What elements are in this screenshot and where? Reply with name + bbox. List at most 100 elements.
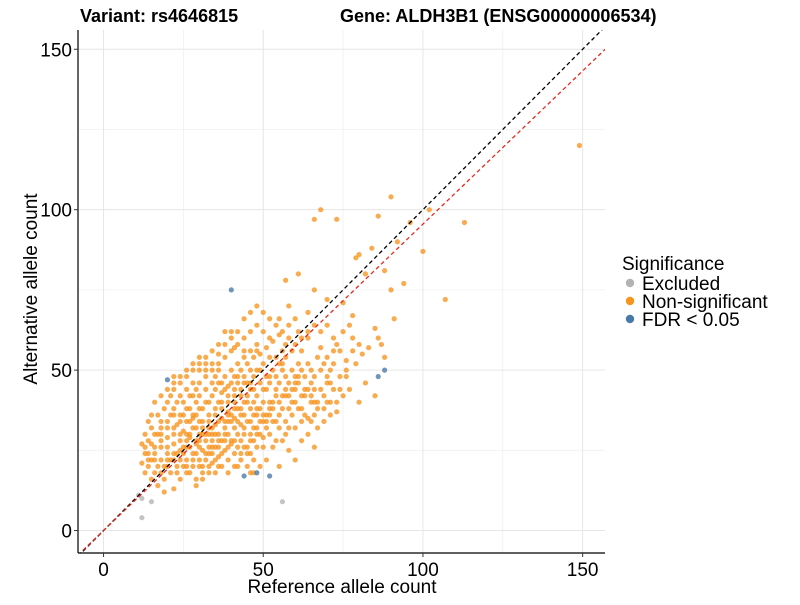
data-point-non-significant [187,431,193,437]
data-point-non-significant [340,393,346,399]
x-axis-title: Reference allele count [247,577,437,598]
data-point-non-significant [308,380,314,386]
data-point-non-significant [142,444,148,450]
y-tick-label: 100 [40,201,72,222]
data-point-excluded [279,499,286,505]
data-point-non-significant [295,380,301,386]
data-point-non-significant [142,431,148,437]
data-point-non-significant [276,332,282,338]
data-point-non-significant [158,393,164,399]
data-point-non-significant [321,393,327,399]
data-point-non-significant [235,341,241,348]
data-point-non-significant [308,418,314,425]
data-point-non-significant [350,312,356,319]
data-point-non-significant [219,463,225,469]
data-point-non-significant [311,399,317,405]
data-point-non-significant [279,406,286,412]
data-point-non-significant [251,457,257,463]
data-point-non-significant [346,322,353,328]
data-point-non-significant [231,386,238,392]
data-point-non-significant [215,438,222,444]
data-point-non-significant [209,460,215,466]
data-point-non-significant [292,425,298,431]
data-point-non-significant [212,386,218,392]
data-point-non-significant [273,322,279,328]
data-point-non-significant [324,380,330,386]
data-point-non-significant [222,418,228,425]
data-point-non-significant [152,399,158,405]
y-tick-label: 0 [61,522,72,543]
data-point-non-significant [155,412,161,418]
data-point-non-significant [286,322,292,328]
data-point-non-significant [212,457,218,463]
data-point-non-significant [247,348,254,354]
data-point-non-significant [251,373,257,380]
data-point-non-significant [267,354,273,360]
data-point-non-significant [263,457,270,463]
data-point-non-significant [222,341,228,348]
data-point-non-significant [180,412,186,418]
data-point-non-significant [222,438,228,444]
data-point-non-significant [324,296,330,303]
data-point-non-significant [321,361,327,367]
data-point-non-significant [302,373,308,380]
data-point-non-significant [148,412,155,418]
data-point-non-significant [180,444,186,450]
data-point-non-significant [177,476,183,482]
data-point-non-significant [171,425,177,431]
data-point-non-significant [314,354,321,360]
data-point-non-significant [145,418,151,425]
data-point-non-significant [311,412,317,418]
data-point-non-significant [190,412,196,418]
x-tick-label: 0 [98,560,109,581]
data-point-excluded [139,515,145,521]
data-point-non-significant [327,412,333,418]
data-point-non-significant [222,431,228,437]
data-point-non-significant [238,457,244,463]
data-point-non-significant [171,406,177,412]
data-point-non-significant [461,219,468,226]
data-point-non-significant [161,463,167,469]
data-point-non-significant [279,438,286,444]
data-point-non-significant [171,450,177,457]
data-point-non-significant [177,431,183,437]
data-point-non-significant [356,341,362,348]
data-point-non-significant [212,470,218,476]
data-point-non-significant [267,380,273,386]
data-point-non-significant [257,351,263,357]
data-point-non-significant [324,322,330,328]
data-point-non-significant [196,393,202,399]
data-point-non-significant [235,329,241,335]
data-point-non-significant [359,351,365,357]
data-point-non-significant [215,351,222,357]
data-point-non-significant [196,457,202,463]
data-point-non-significant [276,412,282,418]
data-point-non-significant [350,348,356,354]
legend-marker-excluded [625,278,635,288]
data-point-non-significant [286,303,292,309]
data-point-non-significant [270,418,276,425]
data-point-non-significant [334,341,340,348]
data-point-non-significant [193,399,199,405]
data-point-non-significant [276,463,282,469]
x-tick-label: 150 [567,560,599,581]
data-point-non-significant [267,335,273,341]
data-point-non-significant [164,418,171,425]
data-point-non-significant [251,399,257,405]
data-point-non-significant [260,386,266,392]
data-point-non-significant [231,425,238,431]
data-point-non-significant [193,386,199,392]
data-point-non-significant [203,373,209,380]
data-point-non-significant [308,367,314,373]
data-point-non-significant [174,399,180,405]
data-point-non-significant [241,425,247,431]
data-point-non-significant [311,216,317,222]
data-point-non-significant [238,412,244,418]
data-point-non-significant [276,425,282,431]
data-point-non-significant [267,316,273,322]
data-point-non-significant [289,367,295,373]
data-point-non-significant [247,418,254,425]
legend-label: FDR < 0.05 [642,310,740,331]
